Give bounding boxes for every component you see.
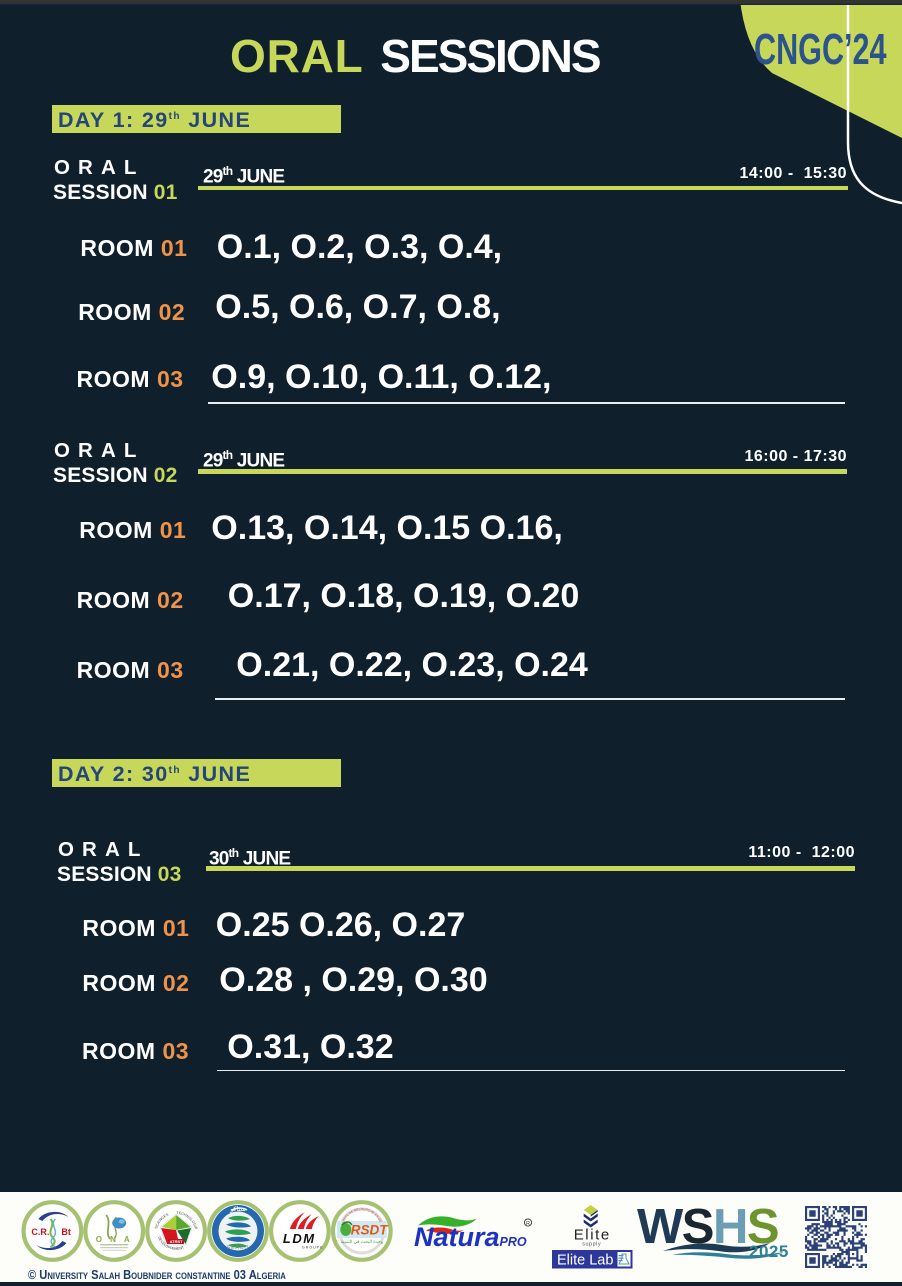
svg-text:C.R.: C.R. <box>31 1227 49 1237</box>
svg-text:O N A: O N A <box>96 1235 133 1244</box>
svg-text:Natura: Natura <box>414 1222 500 1252</box>
svg-text:Bt: Bt <box>61 1227 71 1237</box>
svg-text:سياكو: سياكو <box>229 1205 246 1213</box>
svg-text:وحدة البحث في التنمية: وحدة البحث في التنمية <box>341 1239 384 1245</box>
svg-text:RSDT: RSDT <box>351 1223 390 1238</box>
svg-text:LDM: LDM <box>283 1231 316 1246</box>
svg-text:GROUPE: GROUPE <box>302 1246 324 1250</box>
svg-text:2025: 2025 <box>749 1242 789 1261</box>
svg-text:SEACO: SEACO <box>227 1245 250 1251</box>
svg-text:R: R <box>526 1221 530 1227</box>
svg-text:supply: supply <box>582 1242 601 1248</box>
svg-text:Elite: Elite <box>574 1227 611 1244</box>
svg-text:ATRST: ATRST <box>170 1239 184 1244</box>
svg-text:Elite Lab: Elite Lab <box>557 1253 613 1269</box>
svg-text:PRO: PRO <box>500 1235 527 1249</box>
